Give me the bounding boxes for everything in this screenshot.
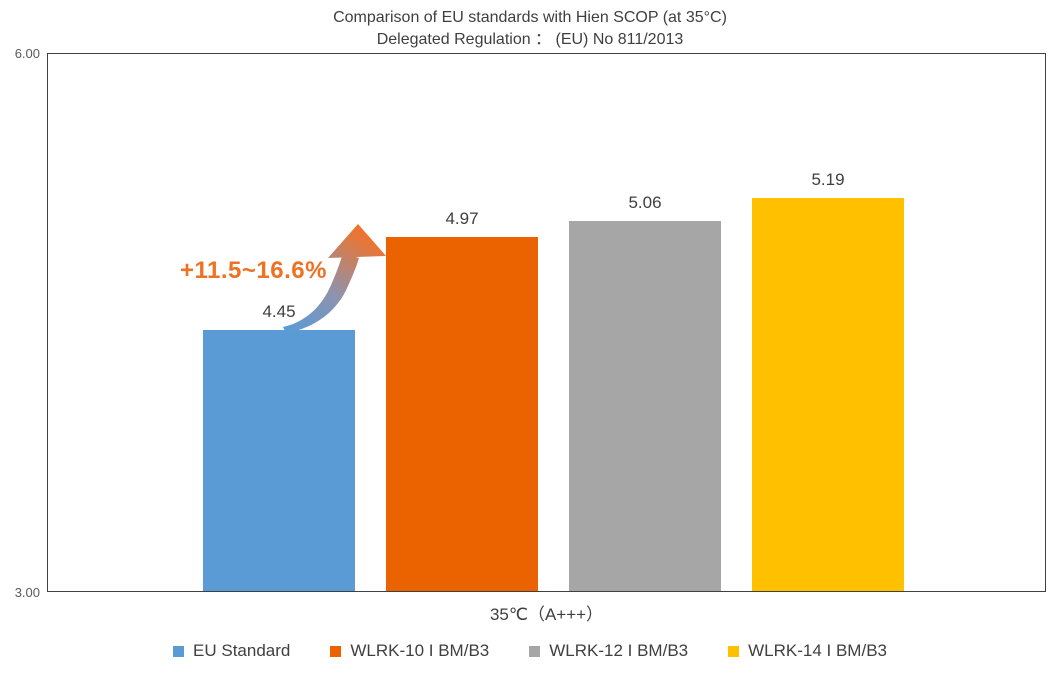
bar-value-label: 4.97 [445, 209, 479, 228]
bar-wlrk-10-i-bm-b3 [386, 237, 538, 591]
x-axis-category-label: 35℃（A+++） [489, 605, 604, 624]
chart-title-line2: Delegated Regulation ： (EU) No 811/2013 [376, 31, 684, 48]
legend-swatch [330, 645, 342, 657]
legend-label: WLRK-14 I BM/B3 [748, 641, 887, 660]
bar-value-label: 5.19 [811, 170, 845, 189]
legend-label: EU Standard [193, 641, 291, 660]
bar-eu-standard [203, 330, 355, 591]
legend-swatch [529, 645, 541, 657]
bar-wlrk-14-i-bm-b3 [752, 198, 904, 591]
bar-value-label: 5.06 [628, 193, 662, 212]
legend-item: WLRK-14 I BM/B3 [728, 641, 887, 661]
legend-item: WLRK-10 I BM/B3 [330, 641, 489, 661]
plot-area: 4.45 4.97 5.06 5.19 [47, 53, 1046, 592]
y-axis-tick-max: 6.00 [14, 46, 40, 61]
legend-label: WLRK-10 I BM/B3 [350, 641, 490, 660]
legend-item: WLRK-12 I BM/B3 [529, 641, 688, 661]
legend-item: EU Standard [173, 641, 290, 661]
legend-label: WLRK-12 I BM/B3 [549, 641, 689, 660]
legend-swatch [173, 645, 185, 657]
increase-annotation: +11.5~16.6% [180, 257, 327, 284]
y-axis-tick-min: 3.00 [14, 585, 40, 600]
bar-wlrk-12-i-bm-b3 [569, 221, 721, 591]
chart-title-line1: Comparison of EU standards with Hien SCO… [333, 9, 727, 26]
legend-swatch [728, 645, 740, 657]
legend: EU Standard WLRK-10 I BM/B3 WLRK-12 I BM/B… [0, 641, 1060, 661]
chart-title: Comparison of EU standards with Hien SCO… [0, 7, 1060, 51]
bar-value-label: 4.45 [262, 302, 296, 321]
